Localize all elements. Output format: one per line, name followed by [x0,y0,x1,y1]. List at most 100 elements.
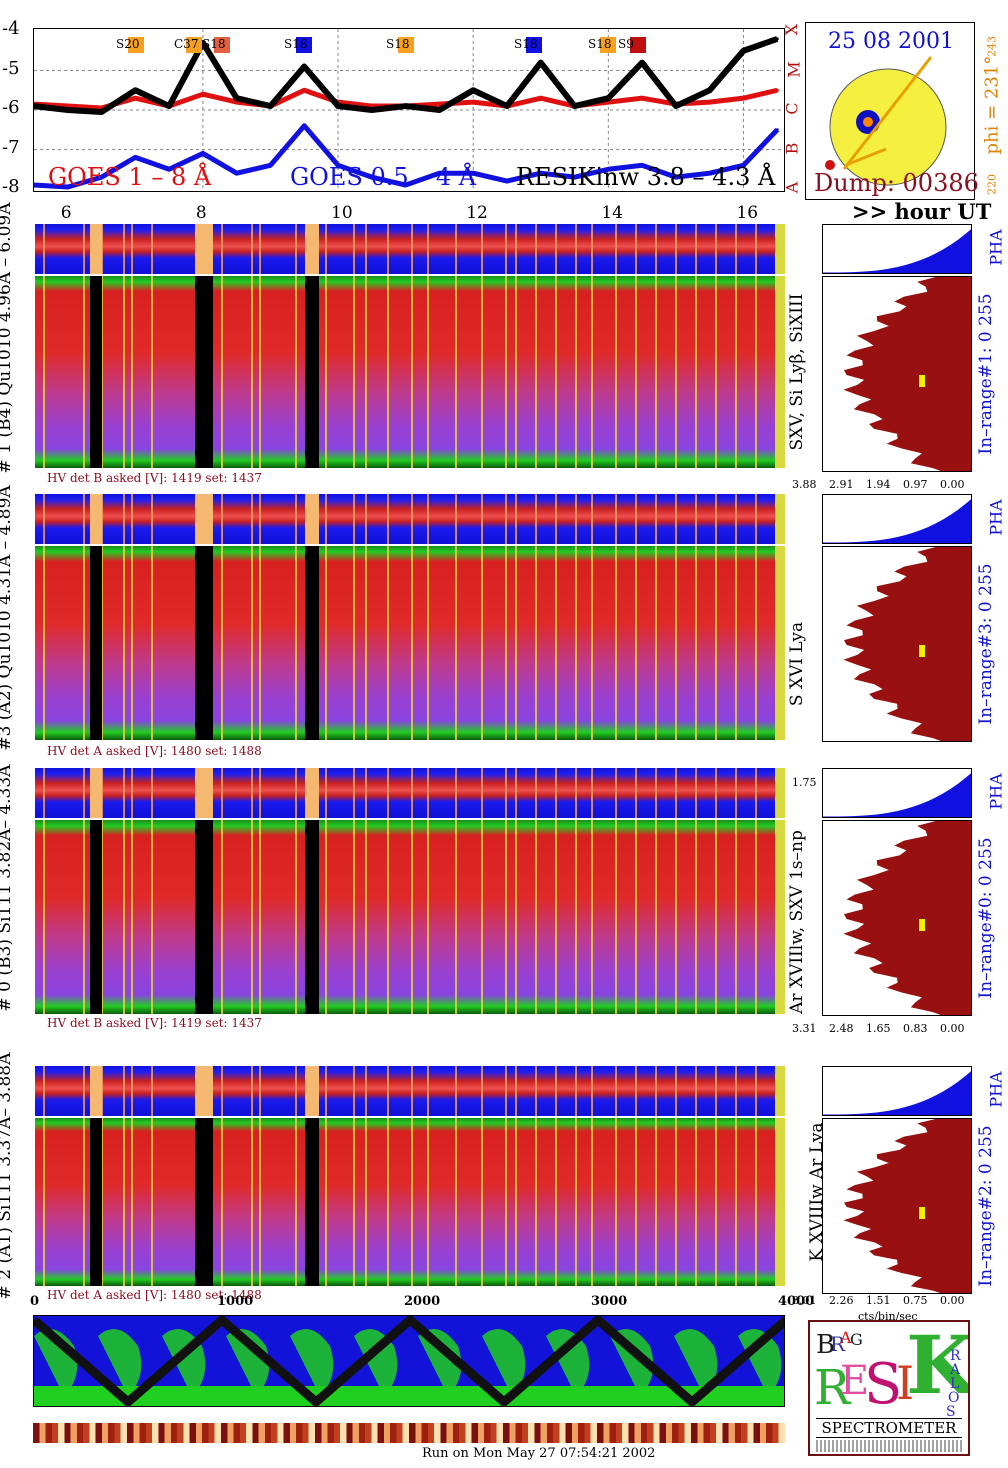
spectrogram-stripe [251,546,253,740]
spectrogram-stripe [535,1118,537,1286]
series-point-2 [674,104,678,108]
logo-text: SPECTROMETER [816,1418,962,1438]
spectrogram-gap [203,276,213,468]
spectrogram-stripe [675,1118,677,1286]
series-point-2 [404,104,408,108]
spectrum-x-tick: 1.65 [866,1022,891,1035]
spectrogram-stripe [427,224,429,274]
spectrogram-stripe [411,768,413,818]
pha-fill [823,229,971,273]
ch3-spectrogram [35,546,785,740]
spectrogram-stripe [259,820,261,1014]
spectrogram-stripe [387,546,389,740]
spectrogram-edge [775,1118,785,1286]
spectrogram-stripe [515,546,517,740]
spectrogram-gap [90,1118,102,1286]
series-point-1 [201,151,205,155]
spectrogram-stripe [535,224,537,274]
series-point-2 [640,61,644,65]
spectrogram-edge [775,224,785,274]
spectrogram-gap [90,494,102,544]
spectrogram-stripe [251,1066,253,1116]
spectrogram-stripe [131,546,133,740]
spectrogram-stripe [131,768,133,818]
spectrogram-stripe [515,276,517,468]
spectrogram-stripe [411,820,413,1014]
goes-x-tick: 8 [195,203,207,223]
spectrogram-stripe [515,1118,517,1286]
ch1-hv-text: HV det B asked [V]: 1419 set: 1437 [47,471,262,485]
spectrogram-stripe [221,768,223,818]
goes-x-tick: 10 [331,203,353,223]
spectrogram-stripe [387,768,389,818]
spectrogram-stripe [675,546,677,740]
spectrogram-stripe [695,546,697,740]
spectrogram-stripe [481,224,483,274]
spectrogram-stripe [43,276,45,468]
spectrogram-stripe [251,768,253,818]
spectrum-x-tick: 1.94 [866,478,891,491]
spectrogram-stripe [221,276,223,468]
spectrogram-stripe [43,820,45,1014]
spectrogram-stripe [695,768,697,818]
spectrogram-stripe [259,1066,261,1116]
scan-blob [738,1328,782,1396]
scan-blob [226,1328,270,1396]
series-point-2 [235,96,239,100]
spectrogram-stripe [635,1066,637,1116]
spectrogram-stripe [675,276,677,468]
spectrogram-stripe [615,276,617,468]
run-text: Run on Mon May 27 07:54:21 2002 [422,1446,656,1461]
spectrogram-stripe [735,1066,737,1116]
cts-label: cts/bin/sec [858,1310,918,1323]
goes-class-letter: A [782,181,802,194]
spectrogram-stripe [505,224,507,274]
spectrogram-stripe [325,546,327,740]
spectrum-x-tick: 0.00 [940,478,965,491]
logo-b: B [816,1330,836,1360]
ch1-pha-strip [35,224,785,274]
series-point-0 [437,102,441,106]
spectrogram-stripe [365,768,367,818]
spectrogram-stripe [123,768,125,818]
spectrogram-gap [90,276,102,468]
spectrogram-stripe [591,494,593,544]
spectrogram-stripe [635,820,637,1014]
ch3-label: #3 (A2) Qu1010 4.31Å – 4.89Å [0,485,15,751]
spectrogram-stripe [151,768,153,818]
series-point-0 [302,88,306,92]
spectrogram-stripe [481,1118,483,1286]
spectrogram-stripe [675,224,677,274]
spectrum-x-tick: 0.00 [940,1294,965,1307]
flare-tag-box [186,37,202,53]
spectrogram-stripe [83,224,85,274]
flare-tag-label: S18 [202,37,226,51]
spectrum-x-tick: 2.91 [829,478,854,491]
spectrogram-stripe [505,276,507,468]
goes-y-tick: -7 [2,136,20,158]
spectrogram-gap [90,546,102,740]
spectrum-x-tick: 2.26 [829,1294,854,1307]
orbit-date: 25 08 2001 [828,29,954,54]
spectrogram-stripe [715,224,717,274]
goes-x-tick: 6 [60,203,72,223]
spectrogram-stripe [83,820,85,1014]
spectrogram-stripe [411,224,413,274]
spectrogram-stripe [221,1066,223,1116]
series-point-1 [573,175,577,179]
series-point-2 [100,110,104,114]
spectrogram-stripe [131,820,133,1014]
spectrogram-gap [195,546,203,740]
logo-s2: S [946,1404,956,1420]
spectrogram-stripe [635,494,637,544]
spectrogram-stripe [259,224,261,274]
goes-class-letter: M [784,60,804,78]
spectrogram-stripe [455,546,457,740]
spectrogram-stripe [411,1118,413,1286]
series-point-2 [505,104,509,108]
spectrogram-stripe [295,494,297,544]
series-point-1 [741,163,745,167]
spectrogram-stripe [325,1066,327,1116]
spectrum-x-tick: 3.88 [792,478,817,491]
bottom-x-tick: 1000 [217,1294,254,1309]
